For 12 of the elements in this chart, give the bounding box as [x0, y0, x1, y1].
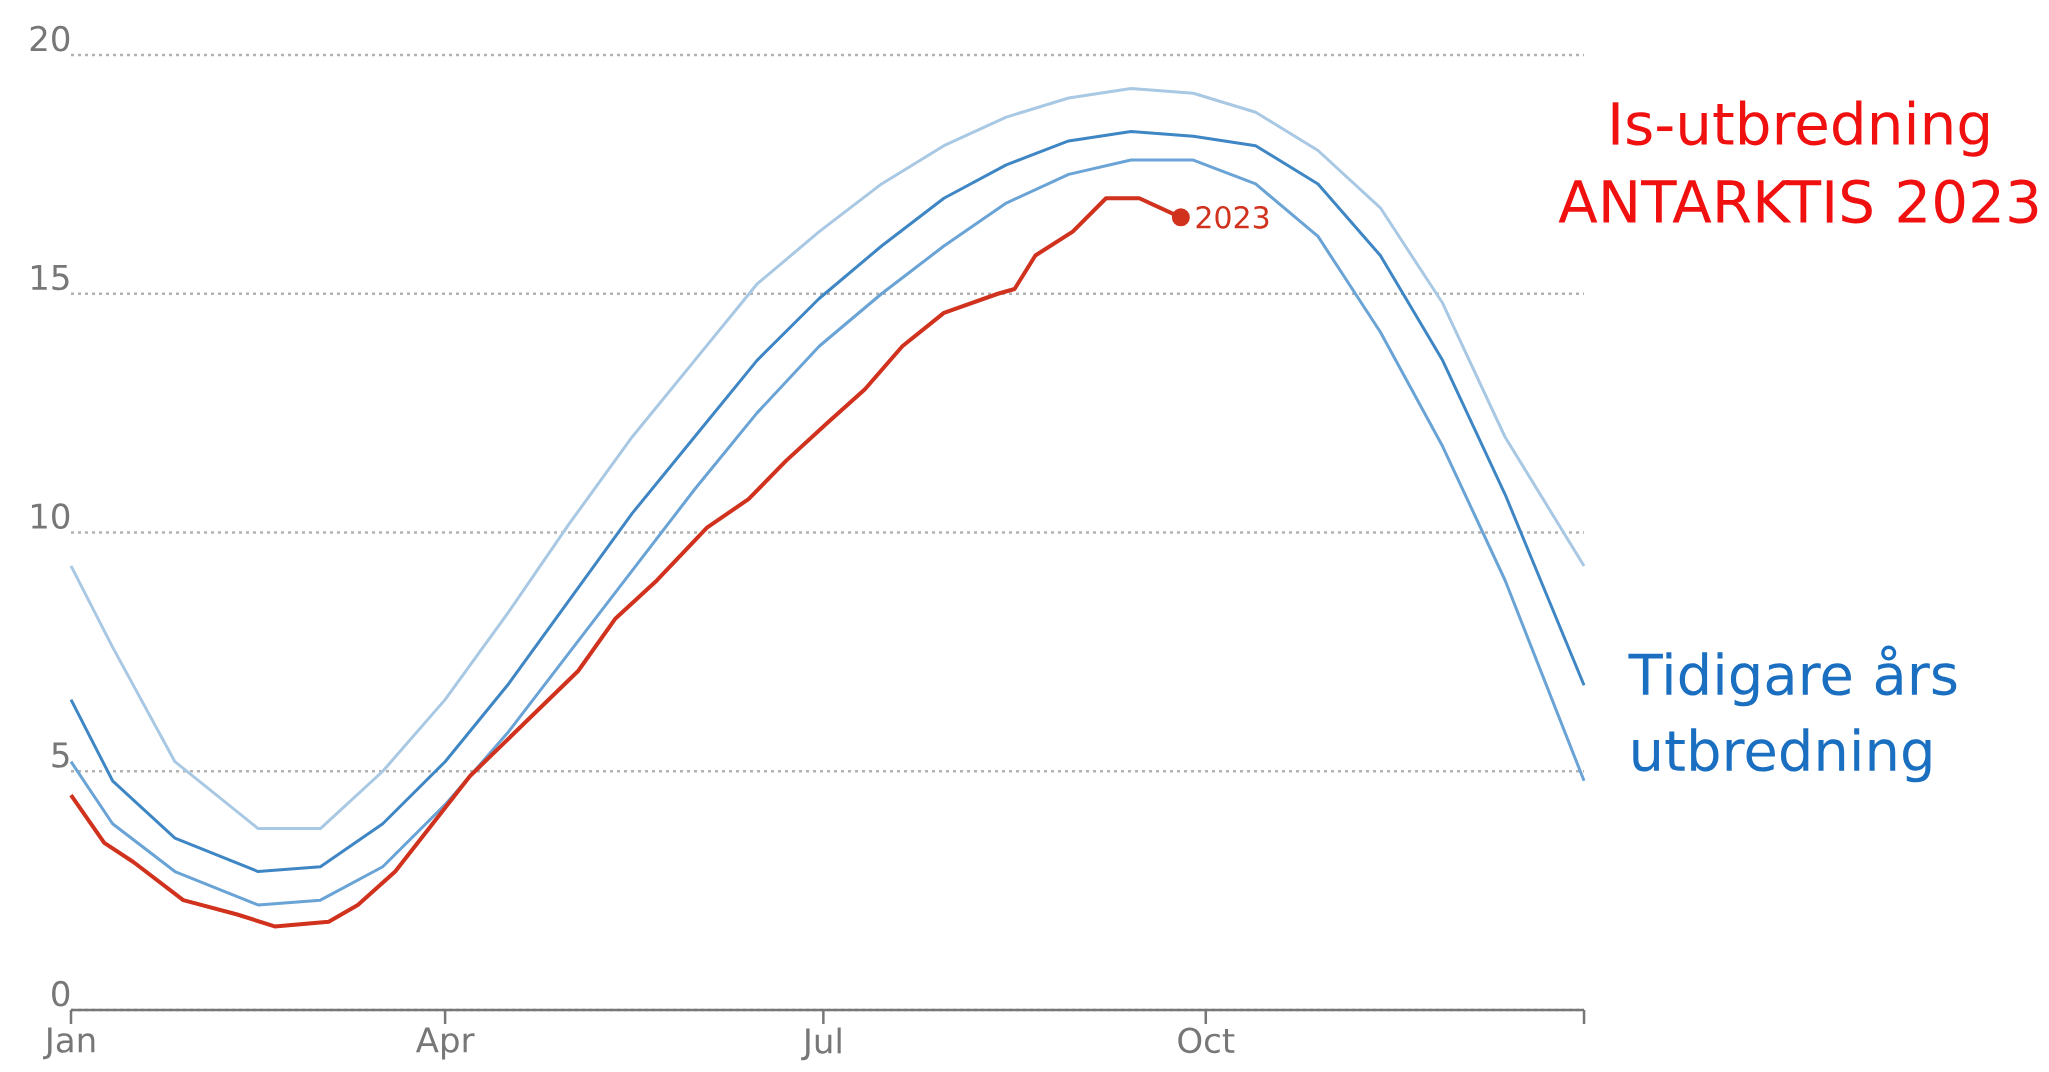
- text: Tidigare års utbredning: [1628, 645, 1957, 783]
- y-tick-label: 15: [31, 264, 69, 291]
- x-tick-label: Oct: [1178, 1027, 1235, 1054]
- y-tick-label: 10: [31, 503, 70, 529]
- y-tick-label: 0: [52, 980, 70, 1007]
- series-label: 2023: [1196, 205, 1269, 229]
- text: Is-utbredning ANTARKTIS 2023: [1558, 100, 2038, 224]
- y-tick-label: 5: [52, 742, 69, 768]
- y-tick-label: 20: [30, 25, 70, 52]
- x-tick-label: Jan: [43, 1027, 95, 1060]
- x-tick-label: Apr: [415, 1027, 475, 1060]
- x-tick-label: Jul: [801, 1027, 841, 1061]
